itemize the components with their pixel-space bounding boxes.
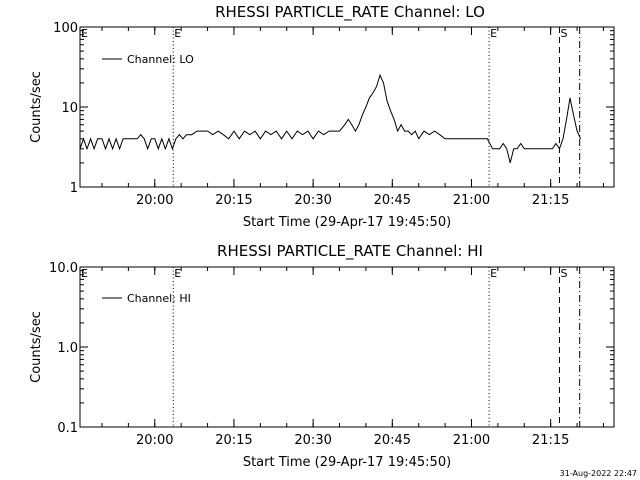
chart-panel-1: RHESSI PARTICLE_RATE Channel: LO 1 10 100 20…	[29, 3, 615, 230]
x-axis-label: Start Time (29-Apr-17 19:45:50)	[243, 215, 451, 230]
event-marker-label: E	[490, 267, 497, 280]
y-tick-label: 0.1	[57, 421, 78, 436]
chart-title: RHESSI PARTICLE_RATE Channel: HI	[217, 242, 483, 261]
series-line	[79, 73, 582, 164]
x-tick-label: 21:00	[453, 433, 490, 448]
event-marker-label: E	[490, 27, 497, 40]
plot-frame	[79, 26, 615, 188]
event-marker-label: S	[560, 267, 567, 280]
x-tick-label: 20:30	[294, 433, 331, 448]
x-tick-label: 21:15	[532, 433, 569, 448]
event-marker-label: E	[174, 27, 181, 40]
event-marker-label: E	[81, 27, 88, 40]
y-tick-label: 100	[53, 21, 78, 36]
y-tick-label: 1.0	[57, 341, 78, 356]
x-tick-label: 20:15	[215, 193, 252, 208]
x-tick-label: 20:45	[374, 193, 411, 208]
x-axis-label: Start Time (29-Apr-17 19:45:50)	[243, 455, 451, 470]
chart-panel-2: RHESSI PARTICLE_RATE Channel: HI 0.1 1.0 10…	[29, 242, 615, 470]
x-tick-label: 20:00	[136, 433, 173, 448]
event-marker-label: E	[174, 267, 181, 280]
chart-title: RHESSI PARTICLE_RATE Channel: LO	[215, 3, 485, 22]
x-tick-label: 21:00	[453, 193, 490, 208]
x-tick-label: 21:15	[532, 193, 569, 208]
footer-timestamp: 31-Aug-2022 22:47	[560, 469, 637, 478]
x-tick-label: 20:30	[294, 193, 331, 208]
event-marker-label: E	[81, 267, 88, 280]
y-axis-label: Counts/sec	[29, 71, 44, 143]
y-tick-label: 10.0	[49, 261, 78, 276]
y-axis-label: Counts/sec	[29, 311, 44, 383]
x-tick-label: 20:15	[215, 433, 252, 448]
y-tick-label: 10	[61, 101, 78, 116]
x-tick-label: 20:00	[136, 193, 173, 208]
legend-label: Channel: HI	[127, 292, 191, 305]
plot-frame	[79, 266, 615, 428]
x-tick-label: 20:45	[374, 433, 411, 448]
y-tick-label: 1	[70, 181, 78, 196]
event-marker-label: S	[560, 27, 567, 40]
legend-label: Channel: LO	[127, 53, 194, 66]
